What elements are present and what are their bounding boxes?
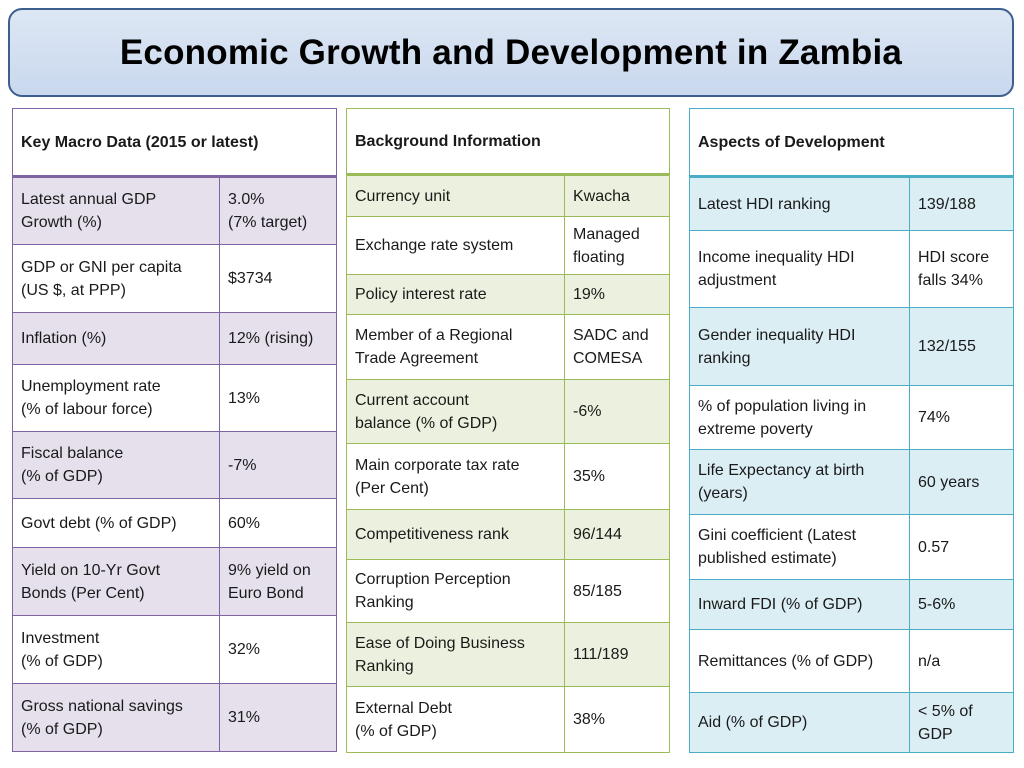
table-row: Main corporate tax rate (Per Cent) 35% bbox=[346, 443, 670, 510]
row-value: 139/188 bbox=[909, 176, 1014, 231]
row-value: -6% bbox=[564, 379, 670, 444]
row-label: Gender inequality HDI ranking bbox=[689, 307, 910, 386]
row-label: Ease of Doing Business Ranking bbox=[346, 622, 565, 687]
row-label: Govt debt (% of GDP) bbox=[12, 498, 220, 548]
row-label: Inward FDI (% of GDP) bbox=[689, 579, 910, 630]
table-row: Yield on 10-Yr Govt Bonds (Per Cent) 9% … bbox=[12, 547, 337, 616]
row-label: Yield on 10-Yr Govt Bonds (Per Cent) bbox=[12, 547, 220, 616]
row-label: Gini coefficient (Latest published estim… bbox=[689, 514, 910, 580]
table-row: Aid (% of GDP) < 5% of GDP bbox=[689, 692, 1014, 753]
table-row: Policy interest rate 19% bbox=[346, 274, 670, 315]
table-row: Investment (% of GDP) 32% bbox=[12, 615, 337, 684]
row-value: 0.57 bbox=[909, 514, 1014, 580]
table-row: Exchange rate system Managed floating bbox=[346, 216, 670, 275]
row-value: 85/185 bbox=[564, 559, 670, 623]
table-row: Ease of Doing Business Ranking 111/189 bbox=[346, 622, 670, 687]
table-header-row: Key Macro Data (2015 or latest) bbox=[12, 108, 337, 178]
row-value: $3734 bbox=[219, 244, 337, 313]
page-title: Economic Growth and Development in Zambi… bbox=[119, 32, 903, 72]
table-row: Fiscal balance (% of GDP) -7% bbox=[12, 431, 337, 499]
row-label: Unemployment rate (% of labour force) bbox=[12, 364, 220, 432]
row-value: < 5% of GDP bbox=[909, 692, 1014, 753]
title-banner: Economic Growth and Development in Zambi… bbox=[8, 8, 1014, 97]
row-label: Latest HDI ranking bbox=[689, 176, 910, 231]
row-value: 5-6% bbox=[909, 579, 1014, 630]
row-value: 9% yield on Euro Bond bbox=[219, 547, 337, 616]
row-value: 74% bbox=[909, 385, 1014, 450]
row-label: Remittances (% of GDP) bbox=[689, 629, 910, 693]
row-value: 35% bbox=[564, 443, 670, 510]
table-row: Inflation (%) 12% (rising) bbox=[12, 312, 337, 365]
row-value: 3.0% (7% target) bbox=[219, 176, 337, 245]
table-row: Member of a Regional Trade Agreement SAD… bbox=[346, 314, 670, 380]
row-value: -7% bbox=[219, 431, 337, 499]
table-header-row: Background Information bbox=[346, 108, 670, 176]
row-value: 96/144 bbox=[564, 509, 670, 560]
row-value: n/a bbox=[909, 629, 1014, 693]
background-information-header: Background Information bbox=[346, 108, 670, 176]
table-row: Govt debt (% of GDP) 60% bbox=[12, 498, 337, 548]
row-value: Managed floating bbox=[564, 216, 670, 275]
row-label: Aid (% of GDP) bbox=[689, 692, 910, 753]
table-row: Corruption Perception Ranking 85/185 bbox=[346, 559, 670, 623]
key-macro-data-table: Key Macro Data (2015 or latest) Latest a… bbox=[12, 108, 337, 752]
table-row: % of population living in extreme povert… bbox=[689, 385, 1014, 450]
table-row: GDP or GNI per capita (US $, at PPP) $37… bbox=[12, 244, 337, 313]
row-value: 38% bbox=[564, 686, 670, 753]
row-value: 19% bbox=[564, 274, 670, 315]
table-row: Life Expectancy at birth (years) 60 year… bbox=[689, 449, 1014, 515]
row-label: Investment (% of GDP) bbox=[12, 615, 220, 684]
row-value: SADC and COMESA bbox=[564, 314, 670, 380]
row-label: % of population living in extreme povert… bbox=[689, 385, 910, 450]
table-row: Remittances (% of GDP) n/a bbox=[689, 629, 1014, 693]
aspects-of-development-header: Aspects of Development bbox=[689, 108, 1014, 178]
table-row: Current account balance (% of GDP) -6% bbox=[346, 379, 670, 444]
row-label: Latest annual GDP Growth (%) bbox=[12, 176, 220, 245]
row-value: 13% bbox=[219, 364, 337, 432]
row-label: Income inequality HDI adjustment bbox=[689, 230, 910, 308]
aspects-of-development-table: Aspects of Development Latest HDI rankin… bbox=[689, 108, 1014, 753]
background-information-table: Background Information Currency unit Kwa… bbox=[346, 108, 670, 753]
row-value: 12% (rising) bbox=[219, 312, 337, 365]
table-row: Latest annual GDP Growth (%) 3.0% (7% ta… bbox=[12, 176, 337, 245]
row-label: Life Expectancy at birth (years) bbox=[689, 449, 910, 515]
table-row: Latest HDI ranking 139/188 bbox=[689, 176, 1014, 231]
row-value: 32% bbox=[219, 615, 337, 684]
row-value: 31% bbox=[219, 683, 337, 752]
row-label: Gross national savings (% of GDP) bbox=[12, 683, 220, 752]
row-label: Current account balance (% of GDP) bbox=[346, 379, 565, 444]
row-value: 111/189 bbox=[564, 622, 670, 687]
row-label: Main corporate tax rate (Per Cent) bbox=[346, 443, 565, 510]
row-label: External Debt (% of GDP) bbox=[346, 686, 565, 753]
table-row: Gender inequality HDI ranking 132/155 bbox=[689, 307, 1014, 386]
table-row: Gross national savings (% of GDP) 31% bbox=[12, 683, 337, 752]
row-label: Exchange rate system bbox=[346, 216, 565, 275]
row-label: Corruption Perception Ranking bbox=[346, 559, 565, 623]
table-row: Inward FDI (% of GDP) 5-6% bbox=[689, 579, 1014, 630]
row-label: Inflation (%) bbox=[12, 312, 220, 365]
table-row: External Debt (% of GDP) 38% bbox=[346, 686, 670, 753]
row-value: 60 years bbox=[909, 449, 1014, 515]
table-row: Competitiveness rank 96/144 bbox=[346, 509, 670, 560]
row-label: Currency unit bbox=[346, 174, 565, 217]
table-row: Income inequality HDI adjustment HDI sco… bbox=[689, 230, 1014, 308]
row-value: 132/155 bbox=[909, 307, 1014, 386]
table-row: Gini coefficient (Latest published estim… bbox=[689, 514, 1014, 580]
key-macro-data-header: Key Macro Data (2015 or latest) bbox=[12, 108, 337, 178]
row-label: Fiscal balance (% of GDP) bbox=[12, 431, 220, 499]
row-label: Policy interest rate bbox=[346, 274, 565, 315]
row-value: HDI score falls 34% bbox=[909, 230, 1014, 308]
row-label: GDP or GNI per capita (US $, at PPP) bbox=[12, 244, 220, 313]
row-value: 60% bbox=[219, 498, 337, 548]
table-row: Currency unit Kwacha bbox=[346, 174, 670, 217]
row-label: Competitiveness rank bbox=[346, 509, 565, 560]
table-row: Unemployment rate (% of labour force) 13… bbox=[12, 364, 337, 432]
row-value: Kwacha bbox=[564, 174, 670, 217]
row-label: Member of a Regional Trade Agreement bbox=[346, 314, 565, 380]
table-header-row: Aspects of Development bbox=[689, 108, 1014, 178]
